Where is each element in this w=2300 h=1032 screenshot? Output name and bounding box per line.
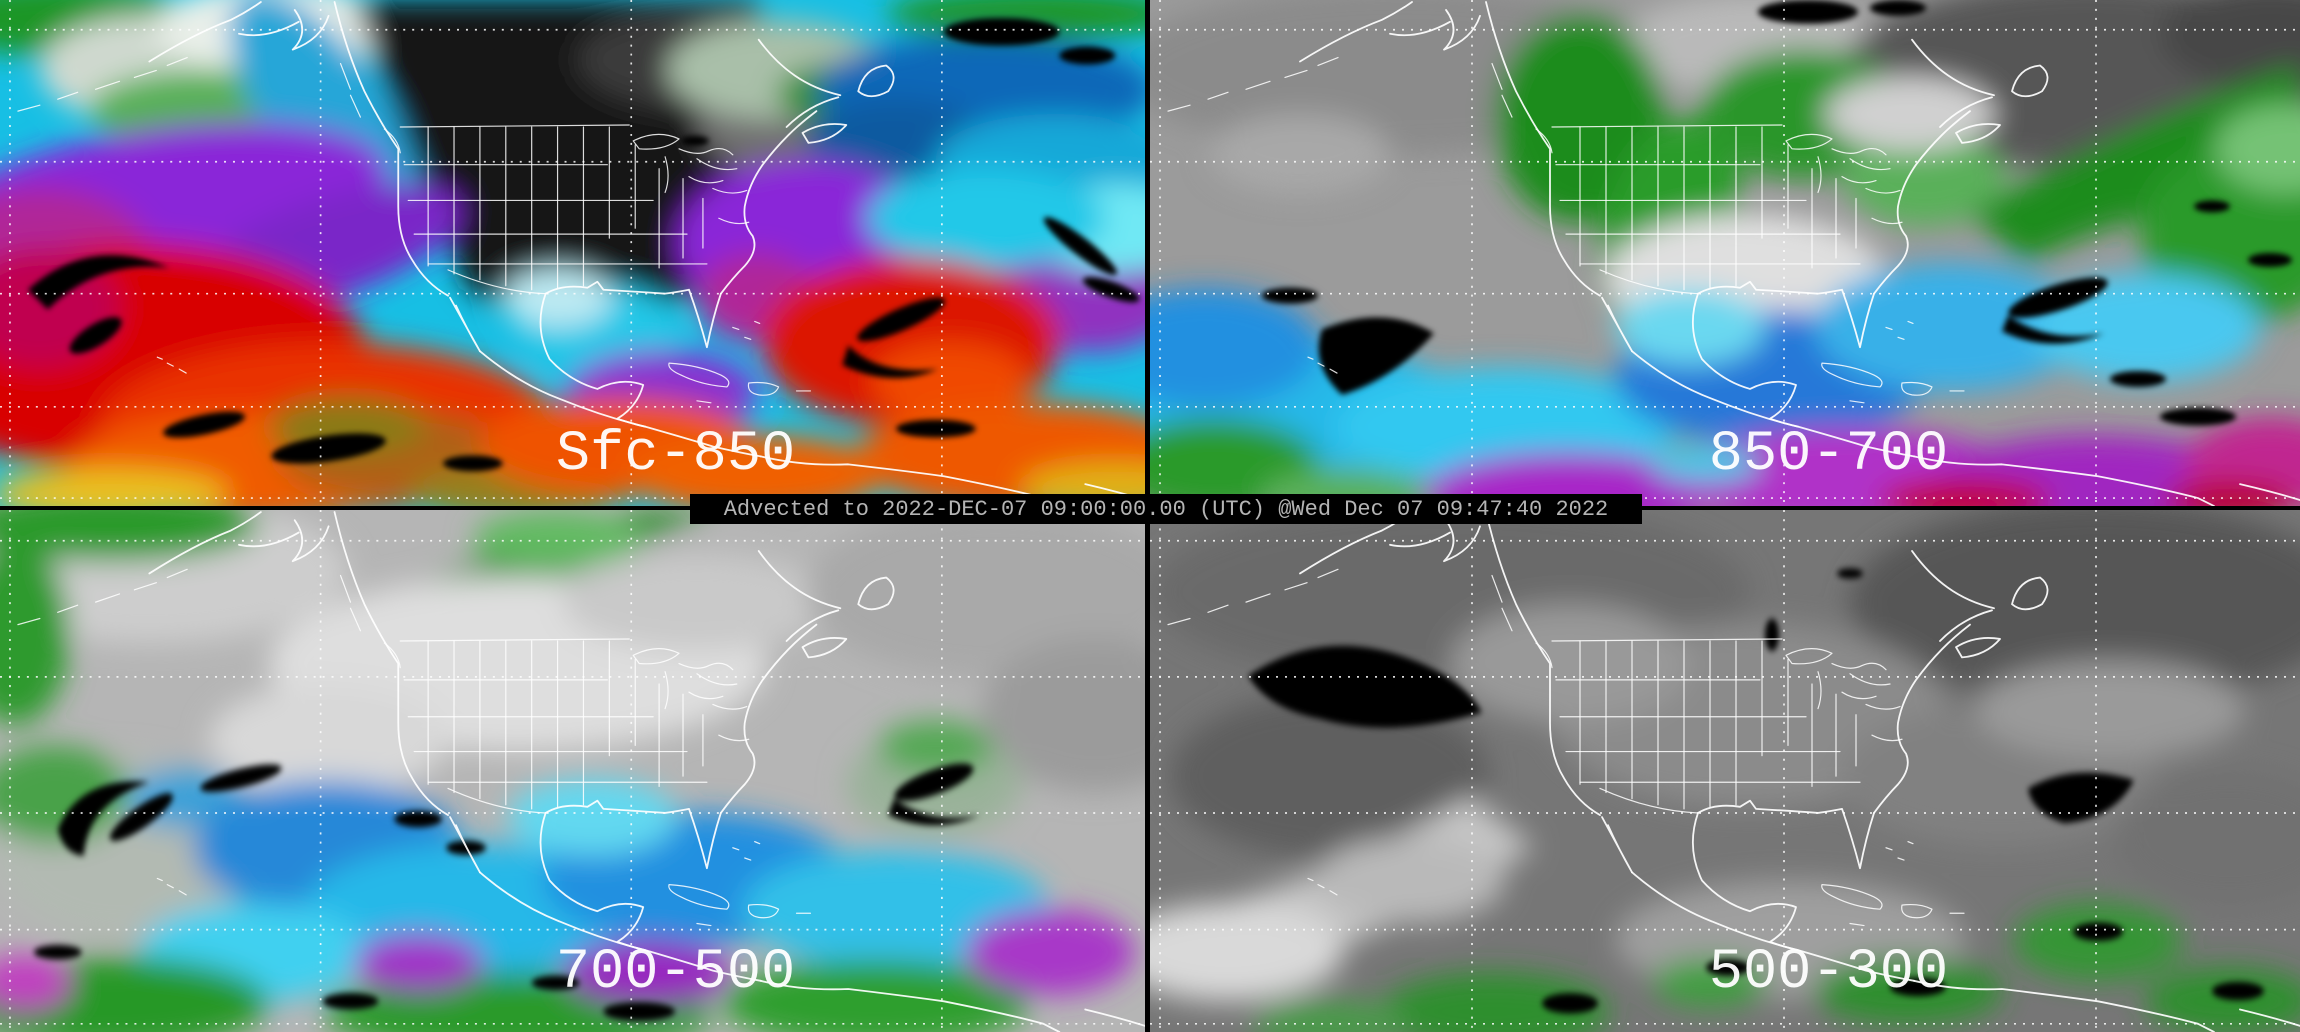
panel-label-sfc-850: Sfc-850 [555,423,796,487]
cloud-blobs [1248,568,2264,1014]
panel-500-300: 500-300 [1150,510,2300,1032]
panel-label-700-500: 700-500 [555,941,796,1005]
panel-label-850-700: 850-700 [1708,423,1949,487]
moisture-imagery-850-700 [1150,0,2300,506]
timestamp-text: Advected to 2022-DEC-07 09:00:00.00 (UTC… [723,496,1609,522]
moisture-imagery-700-500 [0,510,1145,1032]
cloud-blobs [1262,0,2292,426]
moisture-imagery-sfc-850 [0,0,1145,506]
panel-850-700: 850-700 [1150,0,2300,510]
moisture-imagery-500-300 [1150,510,2300,1032]
timestamp-banner: Advected to 2022-DEC-07 09:00:00.00 (UTC… [690,494,1642,524]
panel-label-500-300: 500-300 [1708,941,1949,1005]
panel-700-500: 700-500 [0,510,1150,1032]
moisture-field [1150,510,2300,1032]
moisture-field [0,510,1145,1032]
moisture-field [1150,0,2300,506]
panel-sfc-850: Sfc-850 [0,0,1150,510]
cloud-blobs [27,17,1140,472]
